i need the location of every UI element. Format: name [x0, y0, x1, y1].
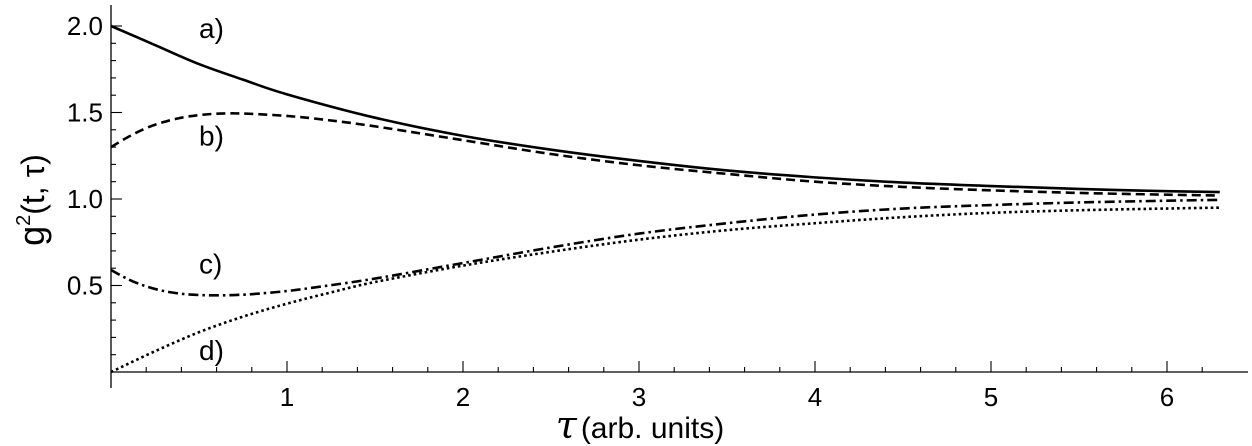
ticks: 1 2 3 4 5 6 0.5 1.0 1.5 2.0 [67, 11, 1203, 412]
x-axis-title: τ (arb. units) [556, 403, 724, 446]
x-tick-label: 2 [456, 382, 470, 412]
curve-label-d: d) [199, 335, 224, 366]
x-tick-label: 5 [984, 382, 998, 412]
x-axis-title-symbol: τ [556, 403, 578, 446]
curve-label-c: c) [199, 248, 222, 279]
y-tick-label: 0.5 [67, 271, 103, 301]
x-axis-title-text: (arb. units) [581, 412, 724, 445]
x-tick-label: 4 [808, 382, 822, 412]
curve-label-a: a) [199, 13, 224, 44]
x-tick-label: 1 [280, 382, 294, 412]
y-tick-label: 1.0 [67, 184, 103, 214]
series-line-a [110, 24, 1220, 194]
y-axis-title: g2(t, τ) [11, 154, 52, 246]
y-axis-title-base: g [11, 226, 52, 246]
series-line-b [110, 112, 1220, 197]
y-axis-title-rest: (t, τ) [15, 154, 51, 215]
x-tick-label: 3 [632, 382, 646, 412]
series-line-d [110, 206, 1220, 374]
series-line-c [110, 198, 1220, 297]
curve-labels: a) b) c) d) [199, 13, 224, 366]
axes [110, 5, 1248, 388]
series-group [110, 24, 1220, 374]
x-tick-label: 6 [1160, 382, 1174, 412]
y-axis-title-sup: 2 [13, 215, 35, 226]
curve-label-b: b) [199, 120, 224, 151]
y-tick-label: 1.5 [67, 98, 103, 128]
y-tick-label: 2.0 [67, 11, 103, 41]
